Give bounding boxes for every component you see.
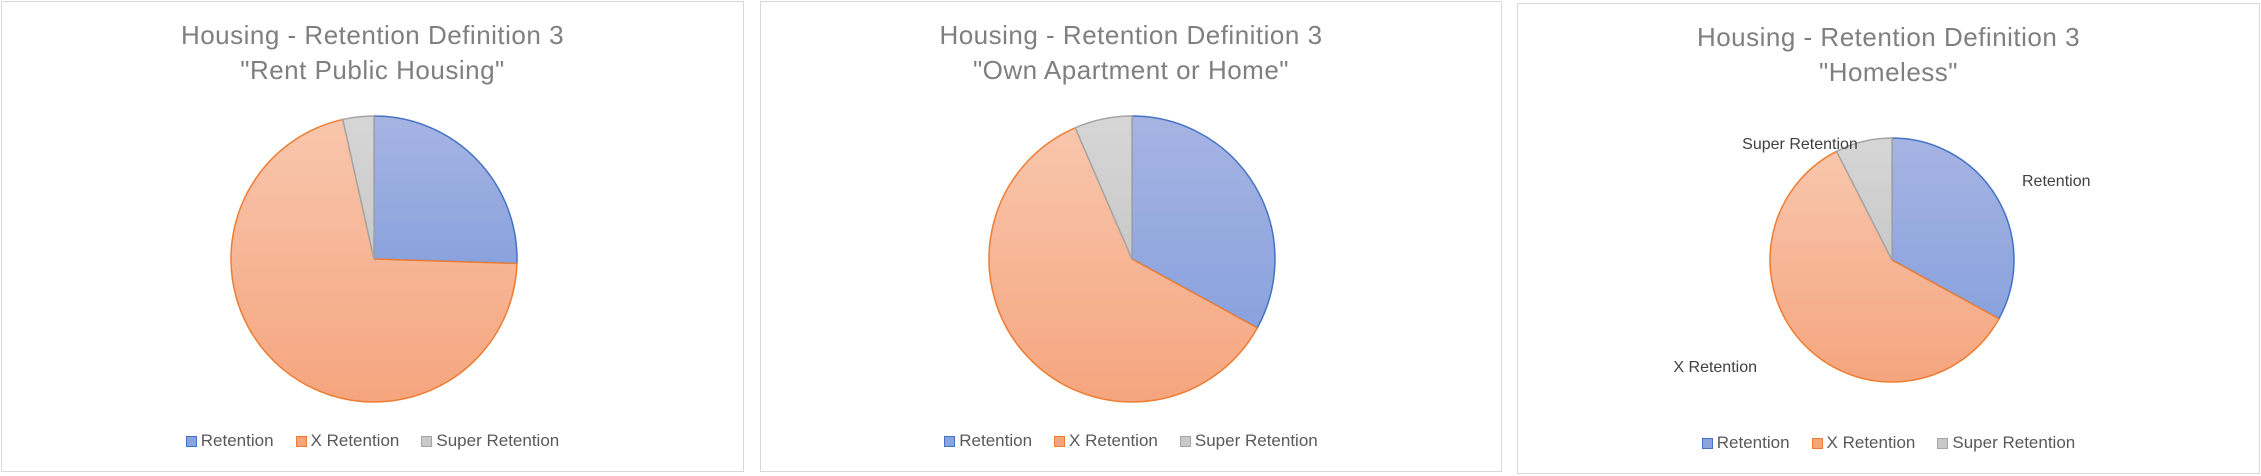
legend-label-super-retention: Super Retention <box>1952 433 2076 452</box>
legend-swatch-x-retention <box>1054 435 1066 447</box>
data-label-retention: Retention <box>2022 173 2091 190</box>
chart-title-line2: "Rent Public Housing" <box>240 55 505 85</box>
chart-title-line2: "Homeless" <box>1818 57 1959 87</box>
pie-slice-retention <box>1131 115 1276 329</box>
pie-chart <box>988 115 1276 403</box>
legend-item-retention: Retention <box>944 431 1032 451</box>
legend-item-x-retention: X Retention <box>1811 433 1916 453</box>
chart-panel-homeless: Housing - Retention Definition 3 "Homele… <box>1517 3 2260 474</box>
legend-swatch-super-retention <box>1937 437 1949 449</box>
chart-title: Housing - Retention Definition 3 "Own Ap… <box>761 18 1501 88</box>
legend: Retention X Retention Super Retention <box>1518 433 2259 453</box>
legend-swatch-x-retention <box>295 435 307 447</box>
legend-label-x-retention: X Retention <box>1826 433 1916 452</box>
chart-panel-rent-public-housing: Housing - Retention Definition 3 "Rent P… <box>1 1 744 472</box>
pie-slice-retention <box>1891 137 2015 320</box>
legend-label-super-retention: Super Retention <box>1194 431 1318 450</box>
pie-slice-x-retention <box>230 118 518 403</box>
legend-label-retention: Retention <box>1716 433 1790 452</box>
pie-slice-super-retention <box>1074 115 1133 260</box>
legend-item-super-retention: Super Retention <box>1937 433 2075 453</box>
legend: Retention X Retention Super Retention <box>2 431 743 451</box>
pie-slice-x-retention <box>1769 150 2000 383</box>
legend-item-super-retention: Super Retention <box>421 431 559 451</box>
data-label-x-retention: X Retention <box>1673 359 1757 376</box>
legend: Retention X Retention Super Retention <box>761 431 1501 451</box>
legend-item-x-retention: X Retention <box>1054 431 1158 451</box>
legend-label-retention: Retention <box>200 431 274 450</box>
pie-chart: Retention X Retention Super Retention <box>1673 136 2091 383</box>
chart-title-line1: Housing - Retention Definition 3 <box>939 20 1323 50</box>
legend-swatch-super-retention <box>421 435 433 447</box>
chart-title: Housing - Retention Definition 3 "Rent P… <box>2 18 743 88</box>
pie-slice-retention <box>373 115 518 265</box>
legend-swatch-retention <box>1701 437 1713 449</box>
pie-slice-super-retention <box>1835 137 1893 261</box>
legend-swatch-retention <box>944 435 956 447</box>
chart-title-line1: Housing - Retention Definition 3 <box>1696 22 2081 52</box>
legend-item-super-retention: Super Retention <box>1179 431 1318 451</box>
legend-label-retention: Retention <box>959 431 1033 450</box>
legend-swatch-x-retention <box>1811 437 1823 449</box>
legend-item-retention: Retention <box>1701 433 1790 453</box>
legend-swatch-super-retention <box>1179 435 1191 447</box>
legend-swatch-retention <box>185 435 197 447</box>
pie-slice-x-retention <box>988 127 1259 403</box>
legend-label-x-retention: X Retention <box>1069 431 1158 450</box>
pie-chart <box>230 115 518 403</box>
chart-panel-own-apartment-or-home: Housing - Retention Definition 3 "Own Ap… <box>760 1 1502 472</box>
pie-slice-super-retention <box>342 115 375 260</box>
chart-title-line2: "Own Apartment or Home" <box>972 55 1290 85</box>
legend-label-x-retention: X Retention <box>310 431 400 450</box>
chart-title: Housing - Retention Definition 3 "Homele… <box>1518 20 2259 90</box>
legend-item-retention: Retention <box>185 431 274 451</box>
legend-item-x-retention: X Retention <box>295 431 400 451</box>
data-label-super-retention: Super Retention <box>1742 136 1858 153</box>
legend-label-super-retention: Super Retention <box>436 431 560 450</box>
chart-title-line1: Housing - Retention Definition 3 <box>180 20 565 50</box>
